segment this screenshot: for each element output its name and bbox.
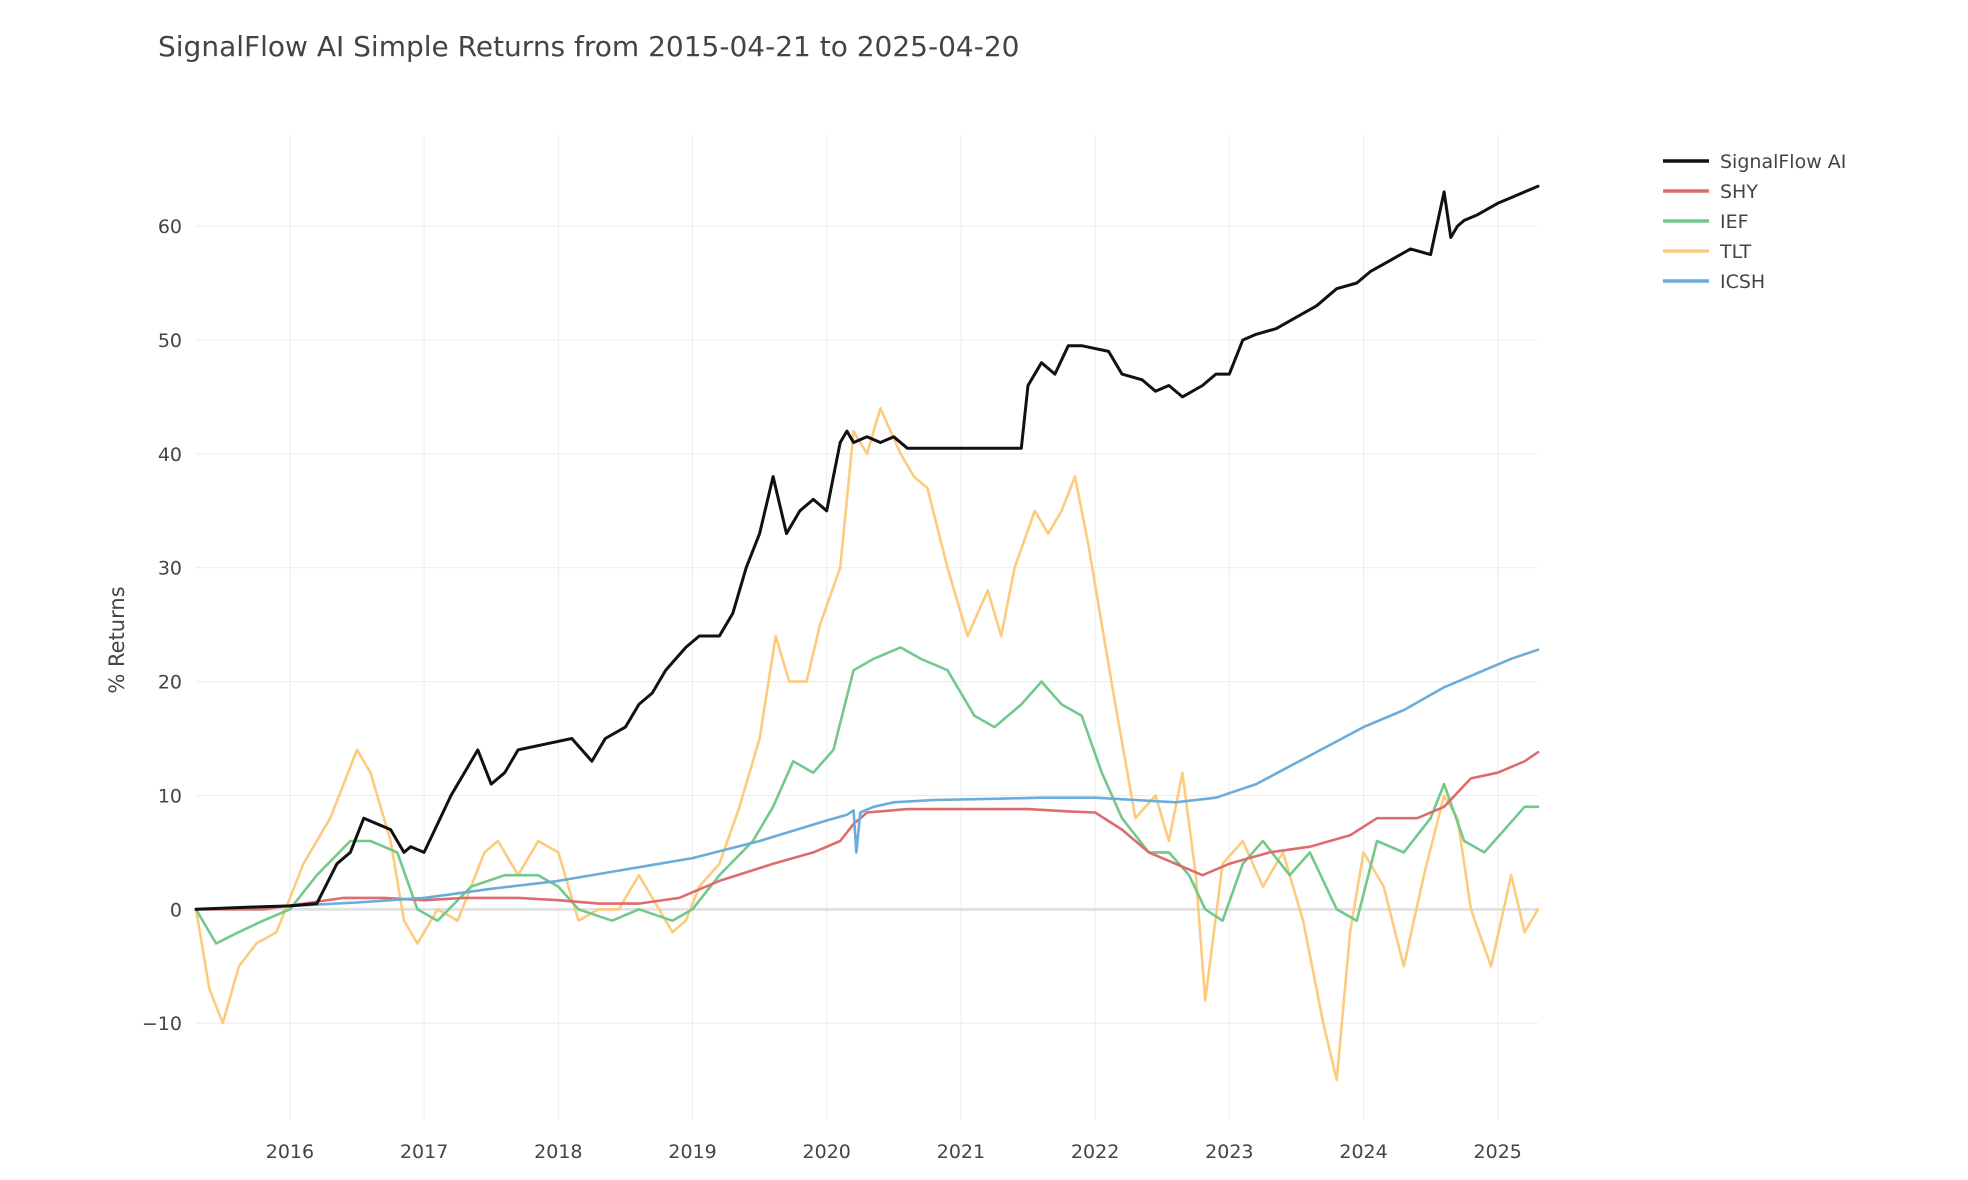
- series-line-shy: [194, 750, 1540, 911]
- y-axis-label: % Returns: [105, 586, 129, 693]
- y-tick-label: 50: [158, 330, 182, 352]
- legend-label: IEF: [1720, 211, 1749, 233]
- legend-label: SignalFlow AI: [1720, 151, 1846, 173]
- series-line-icsh: [194, 648, 1540, 911]
- legend[interactable]: SignalFlow AI SHY IEF TLT ICSH: [1663, 151, 1846, 293]
- y-tick-label: 20: [158, 672, 182, 694]
- legend-item-signalflow-ai[interactable]: SignalFlow AI: [1663, 151, 1846, 173]
- chart-title: SignalFlow AI Simple Returns from 2015-0…: [158, 30, 1019, 63]
- series-layer: [194, 184, 1540, 1082]
- series-line-signalflow-ai: [194, 184, 1540, 911]
- x-tick-label: 2018: [534, 1141, 582, 1163]
- legend-label: SHY: [1720, 181, 1758, 203]
- y-tick-label: 60: [158, 216, 182, 238]
- y-tick-label: 0: [170, 899, 182, 921]
- x-axis: 2016 2017 2018 2019 2020 2021 2022 2023 2024 2025: [266, 1141, 1522, 1163]
- x-tick-label: 2019: [668, 1141, 716, 1163]
- legend-item-tlt[interactable]: TLT: [1663, 241, 1752, 263]
- x-tick-label: 2021: [937, 1141, 985, 1163]
- grid-layer: [196, 135, 1538, 1120]
- legend-label: ICSH: [1720, 271, 1765, 293]
- x-tick-label: 2016: [266, 1141, 314, 1163]
- y-axis: −10 0 10 20 30 40 50 60: [142, 216, 182, 1035]
- legend-label: TLT: [1719, 241, 1752, 263]
- y-tick-label: 30: [158, 558, 182, 580]
- x-tick-label: 2025: [1474, 1141, 1522, 1163]
- series-line-ief: [194, 646, 1540, 945]
- y-tick-label: 40: [158, 444, 182, 466]
- y-tick-label: −10: [142, 1013, 182, 1035]
- x-tick-label: 2020: [803, 1141, 851, 1163]
- x-tick-label: 2023: [1205, 1141, 1253, 1163]
- legend-item-icsh[interactable]: ICSH: [1663, 271, 1765, 293]
- legend-item-ief[interactable]: IEF: [1663, 211, 1749, 233]
- x-tick-label: 2022: [1071, 1141, 1119, 1163]
- legend-item-shy[interactable]: SHY: [1663, 181, 1758, 203]
- y-tick-label: 10: [158, 785, 182, 807]
- x-tick-label: 2024: [1339, 1141, 1387, 1163]
- series-line-tlt: [194, 406, 1540, 1082]
- x-tick-label: 2017: [400, 1141, 448, 1163]
